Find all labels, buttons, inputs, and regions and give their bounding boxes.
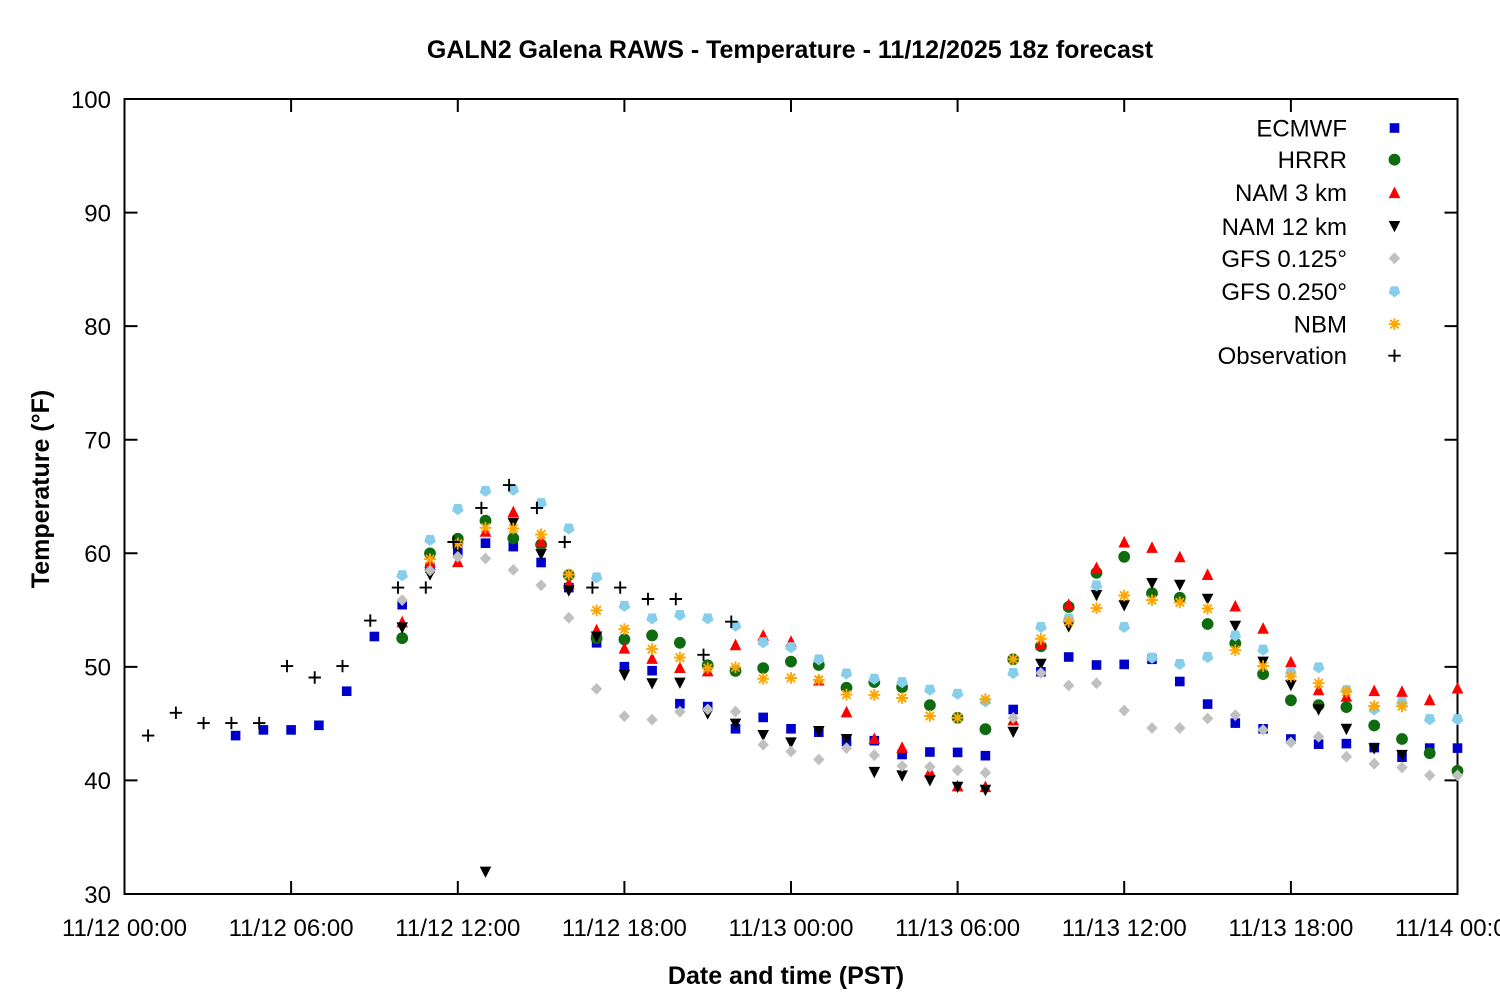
- svg-text:90: 90: [84, 200, 111, 227]
- svg-text:ECMWF: ECMWF: [1256, 116, 1347, 143]
- svg-text:11/12 00:00: 11/12 00:00: [62, 915, 187, 942]
- svg-text:GFS 0.125°: GFS 0.125°: [1221, 246, 1347, 273]
- svg-text:11/13 06:00: 11/13 06:00: [895, 915, 1020, 942]
- svg-text:11/12 06:00: 11/12 06:00: [229, 915, 354, 942]
- svg-text:50: 50: [84, 655, 111, 682]
- svg-text:GALN2 Galena RAWS - Temperatur: GALN2 Galena RAWS - Temperature - 11/12/…: [427, 36, 1154, 64]
- svg-text:30: 30: [84, 882, 111, 909]
- svg-text:GFS 0.250°: GFS 0.250°: [1221, 279, 1347, 306]
- svg-text:11/12 18:00: 11/12 18:00: [562, 915, 687, 942]
- svg-text:11/14 00:00: 11/14 00:00: [1395, 915, 1500, 942]
- svg-text:NBM: NBM: [1294, 312, 1347, 339]
- svg-text:Temperature (°F): Temperature (°F): [27, 390, 55, 588]
- svg-text:Date and time (PST): Date and time (PST): [668, 962, 904, 990]
- svg-text:70: 70: [84, 428, 111, 455]
- svg-text:11/13 12:00: 11/13 12:00: [1062, 915, 1187, 942]
- svg-text:80: 80: [84, 314, 111, 341]
- svg-text:NAM 12 km: NAM 12 km: [1222, 214, 1347, 241]
- svg-text:Observation: Observation: [1218, 343, 1347, 370]
- svg-text:NAM 3 km: NAM 3 km: [1235, 180, 1347, 207]
- svg-text:11/12 12:00: 11/12 12:00: [395, 915, 520, 942]
- svg-text:11/13 18:00: 11/13 18:00: [1228, 915, 1353, 942]
- svg-text:60: 60: [84, 541, 111, 568]
- svg-text:100: 100: [71, 87, 111, 114]
- svg-text:HRRR: HRRR: [1278, 147, 1347, 174]
- svg-text:40: 40: [84, 768, 111, 795]
- svg-text:11/13 00:00: 11/13 00:00: [728, 915, 853, 942]
